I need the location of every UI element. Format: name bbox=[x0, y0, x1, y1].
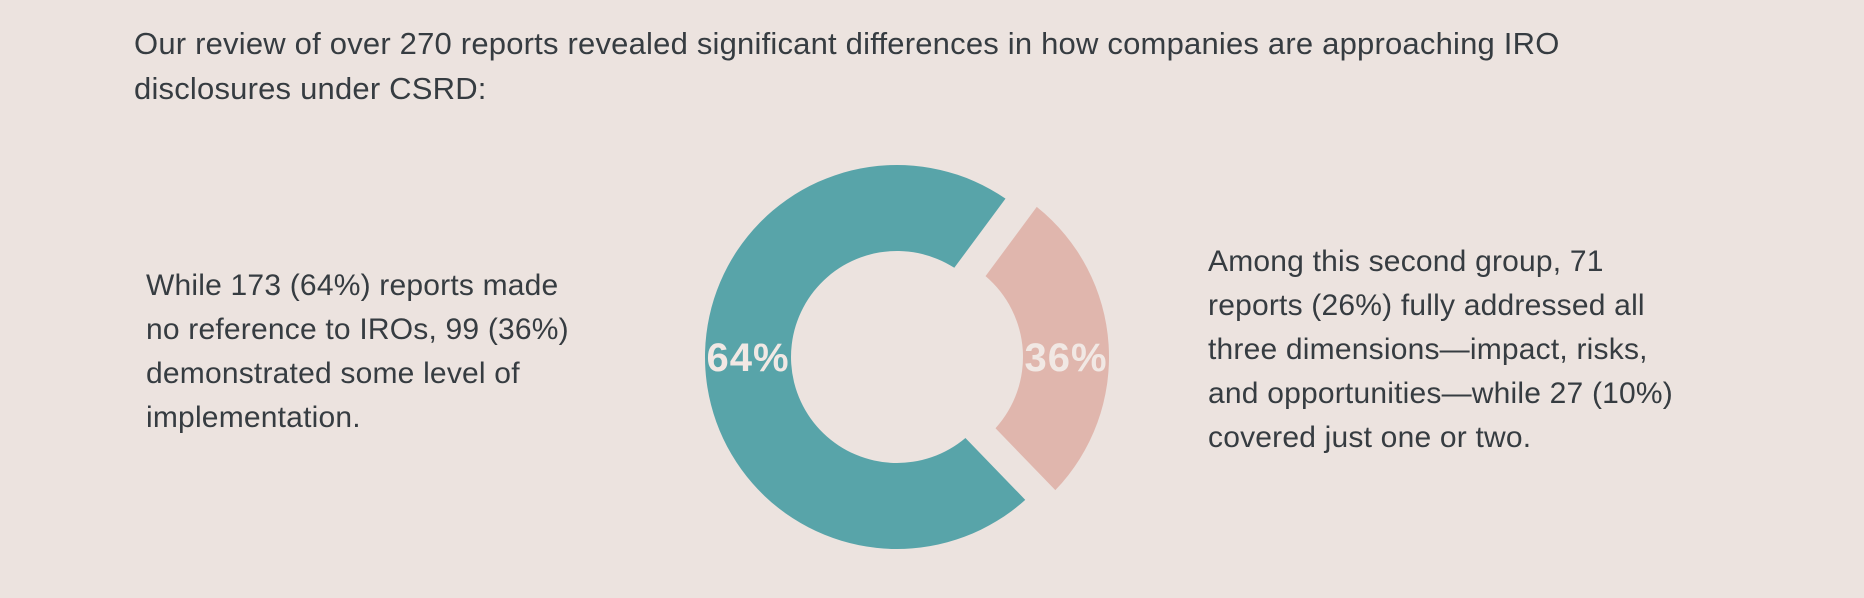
donut-label-64: 64% bbox=[706, 336, 789, 380]
left-annotation-line-4: implementation. bbox=[146, 401, 361, 434]
donut-slice-64 bbox=[704, 165, 1026, 550]
right-annotation-line-1: Among this second group, 71 bbox=[1208, 245, 1604, 278]
donut-label-36: 36% bbox=[1024, 336, 1107, 380]
intro-line-1: Our review of over 270 reports revealed … bbox=[134, 26, 1560, 61]
right-annotation-line-5: covered just one or two. bbox=[1208, 421, 1532, 454]
right-annotation: Among this second group, 71 reports (26%… bbox=[1208, 240, 1673, 460]
right-annotation-line-3: three dimensions—impact, risks, bbox=[1208, 333, 1648, 366]
left-annotation-line-1: While 173 (64%) reports made bbox=[146, 269, 559, 302]
right-annotation-line-4: and opportunities—while 27 (10%) bbox=[1208, 377, 1673, 410]
donut-slice-36 bbox=[985, 206, 1109, 491]
right-annotation-line-2: reports (26%) fully addressed all bbox=[1208, 289, 1645, 322]
left-annotation-line-2: no reference to IROs, 99 (36%) bbox=[146, 313, 569, 346]
left-annotation-line-3: demonstrated some level of bbox=[146, 357, 520, 390]
left-annotation: While 173 (64%) reports made no referenc… bbox=[146, 264, 569, 440]
intro-line-2: disclosures under CSRD: bbox=[134, 71, 487, 106]
intro-text: Our review of over 270 reports revealed … bbox=[134, 21, 1560, 111]
